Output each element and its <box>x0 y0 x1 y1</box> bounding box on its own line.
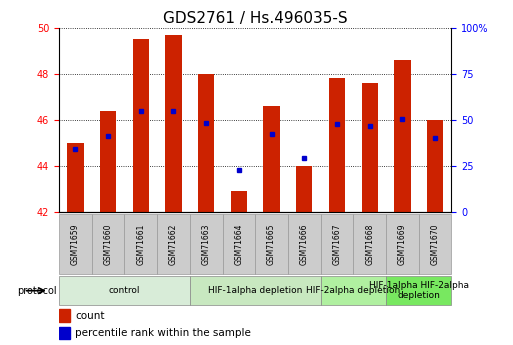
Bar <box>190 276 321 305</box>
Bar <box>427 120 443 212</box>
Bar <box>157 214 190 274</box>
Text: HIF-2alpha depletion: HIF-2alpha depletion <box>306 286 401 295</box>
Text: control: control <box>109 286 140 295</box>
Text: GSM71670: GSM71670 <box>430 223 440 265</box>
Bar <box>67 143 84 212</box>
Bar <box>362 83 378 212</box>
Bar <box>321 276 386 305</box>
Text: GSM71662: GSM71662 <box>169 224 178 265</box>
Bar <box>190 214 223 274</box>
Text: count: count <box>75 311 105 321</box>
Bar <box>386 214 419 274</box>
Bar <box>231 191 247 212</box>
Title: GDS2761 / Hs.496035-S: GDS2761 / Hs.496035-S <box>163 11 347 27</box>
Text: GSM71668: GSM71668 <box>365 224 374 265</box>
Text: GSM71660: GSM71660 <box>104 223 112 265</box>
Text: GSM71666: GSM71666 <box>300 223 309 265</box>
Text: GSM71669: GSM71669 <box>398 223 407 265</box>
Bar <box>255 214 288 274</box>
Text: protocol: protocol <box>17 286 56 296</box>
Bar <box>223 214 255 274</box>
Bar <box>386 276 451 305</box>
Bar <box>198 74 214 212</box>
Bar <box>59 276 190 305</box>
Bar <box>59 309 70 322</box>
Text: GSM71659: GSM71659 <box>71 223 80 265</box>
Bar <box>124 214 157 274</box>
Bar <box>288 214 321 274</box>
Bar <box>100 111 116 212</box>
Bar <box>353 214 386 274</box>
Text: GSM71667: GSM71667 <box>332 223 342 265</box>
Text: GSM71661: GSM71661 <box>136 224 145 265</box>
Text: percentile rank within the sample: percentile rank within the sample <box>75 328 251 338</box>
Bar <box>394 60 410 212</box>
Text: HIF-1alpha HIF-2alpha
depletion: HIF-1alpha HIF-2alpha depletion <box>369 281 469 300</box>
Bar <box>59 214 92 274</box>
Bar <box>92 214 125 274</box>
Text: GSM71665: GSM71665 <box>267 223 276 265</box>
Bar <box>263 106 280 212</box>
Bar <box>321 214 353 274</box>
Text: GSM71663: GSM71663 <box>202 223 211 265</box>
Bar <box>132 39 149 212</box>
Bar <box>329 78 345 212</box>
Text: HIF-1alpha depletion: HIF-1alpha depletion <box>208 286 302 295</box>
Text: GSM71664: GSM71664 <box>234 223 243 265</box>
Bar <box>165 34 182 212</box>
Bar <box>419 214 451 274</box>
Bar <box>296 166 312 212</box>
Bar <box>59 327 70 339</box>
